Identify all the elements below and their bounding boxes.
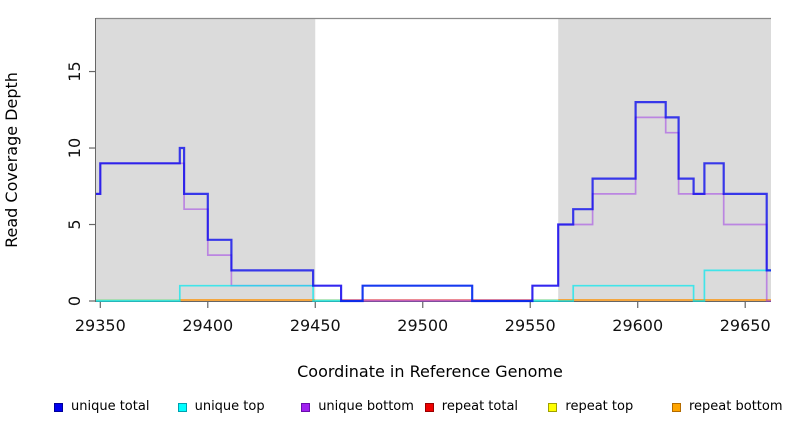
x-tick-label-29400: 29400 [182,316,233,335]
shaded-regions-layer [96,17,771,301]
legend-item-repeat-top: repeat top [548,398,633,416]
y-tick-label-0: 0 [65,296,84,306]
shaded-region-1 [558,18,771,301]
legend-item-unique-bottom: unique bottom [301,398,414,416]
x-axis-title: Coordinate in Reference Genome [297,362,563,381]
y-tick-label-10: 10 [65,138,84,158]
x-tick-label-29500: 29500 [397,316,448,335]
y-axis-title: Read Coverage Depth [2,72,21,248]
chart-legend: unique total unique top unique bottom repea… [0,398,792,418]
x-tick-label-29550: 29550 [505,316,556,335]
y-tick-label-15: 15 [65,61,84,81]
axes-layer: 29350 29400 29450 29500 29550 29600 29650 0 5 10 1… [65,18,771,335]
legend-swatch-unique-bottom [301,402,311,412]
legend-item-unique-top: unique top [177,398,265,416]
legend-label-unique-top: unique top [194,399,265,414]
y-tick-label-5: 5 [65,219,84,229]
legend-label-repeat-top: repeat top [565,399,634,414]
series-unique-total-line [96,101,771,303]
shaded-region-0 [96,18,316,301]
legend-label-repeat-bottom: repeat bottom [689,399,783,414]
x-tick-label-29450: 29450 [290,316,341,335]
legend-label-unique-bottom: unique bottom [318,399,414,414]
legend-item-unique-total: unique total [54,398,149,416]
legend-swatch-repeat-total [424,402,434,412]
x-tick-label-29600: 29600 [612,316,663,335]
legend-label-unique-total: unique total [71,399,150,414]
legend-swatch-unique-top [177,402,187,412]
legend-swatch-repeat-bottom [672,402,681,412]
series-layer [96,101,771,303]
legend-item-repeat-total: repeat total [424,398,519,416]
legend-label-repeat-total: repeat total [441,399,519,414]
legend-swatch-unique-total [54,402,63,412]
legend-swatch-repeat-top [548,402,558,412]
x-tick-label-29650: 29650 [720,316,771,335]
x-tick-label-29350: 29350 [75,316,126,335]
legend-item-repeat-bottom: repeat bottom [672,398,783,416]
